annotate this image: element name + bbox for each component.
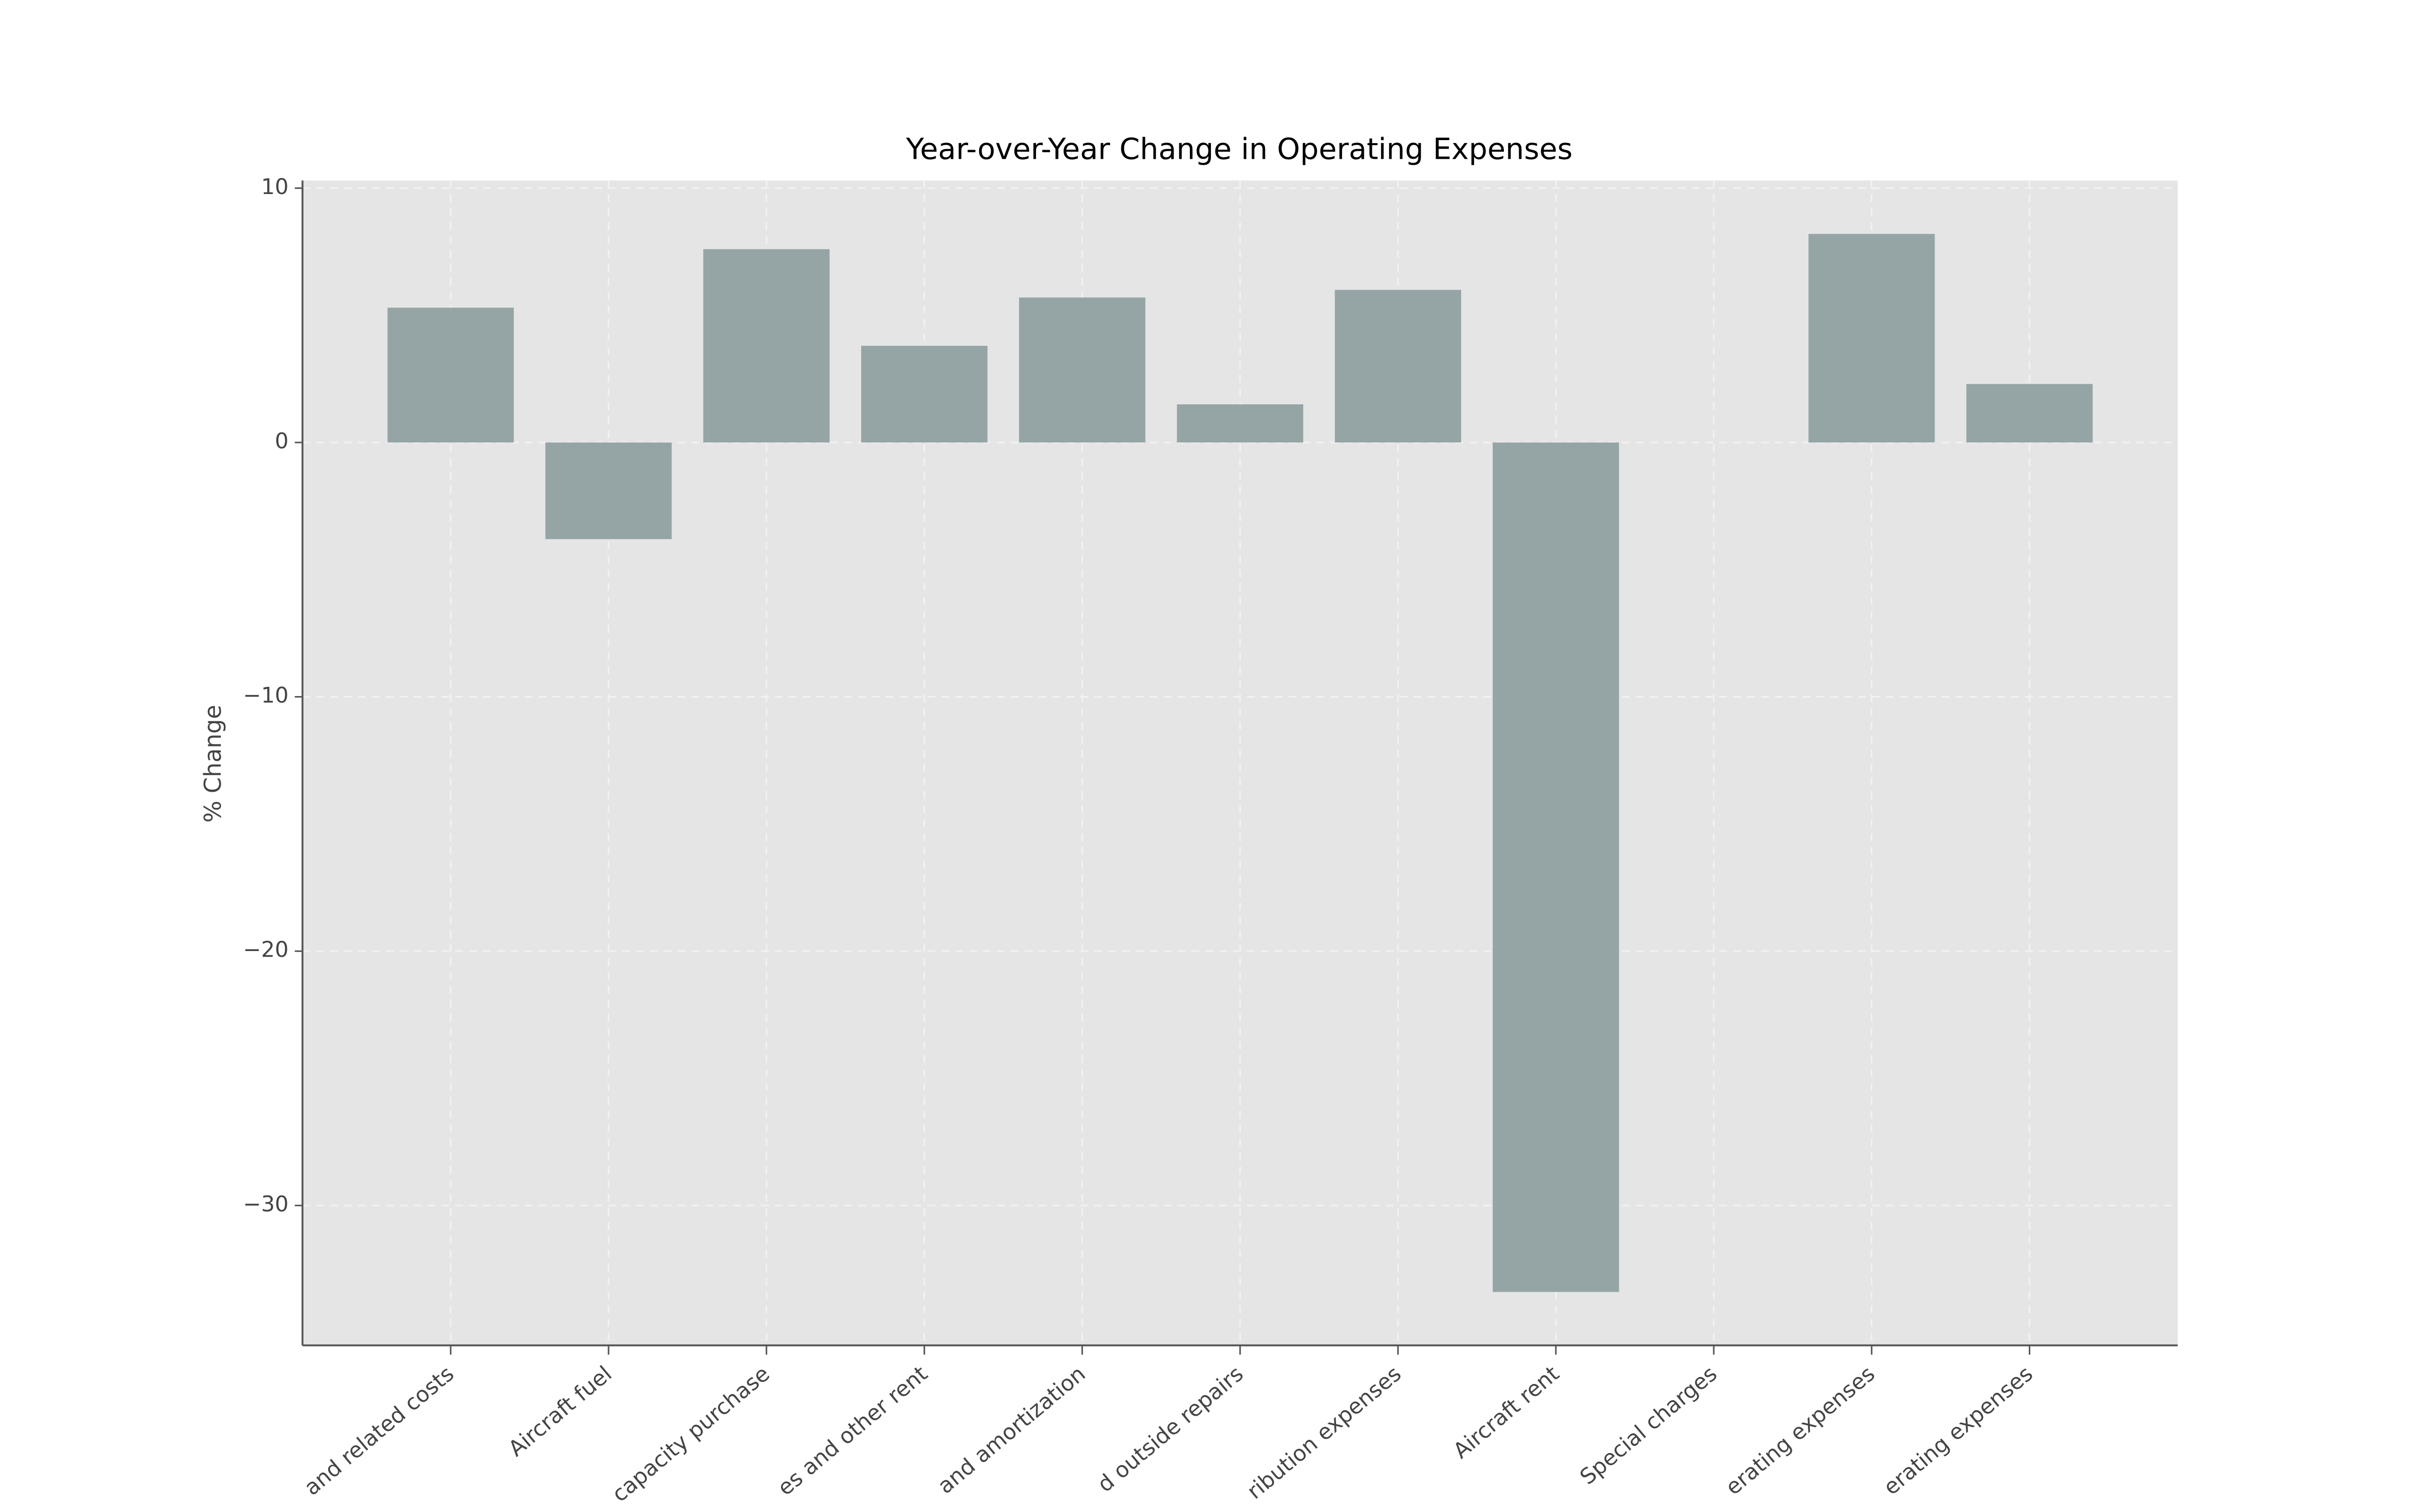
y-tick-label: 0 [275, 428, 288, 454]
bar [1019, 297, 1145, 443]
bar [861, 346, 988, 443]
x-tick-label: Aircraft fuel [504, 1361, 617, 1462]
y-axis-label: % Change [199, 705, 226, 823]
x-tick-label: Special charges [1576, 1361, 1722, 1490]
x-tick-label: and amortization [933, 1361, 1091, 1499]
bar [545, 442, 672, 539]
y-tick-label: 10 [261, 174, 289, 200]
bar [387, 307, 514, 443]
bar [1966, 384, 2093, 443]
x-tick-label: erating expenses [1879, 1361, 2038, 1500]
bar [1492, 442, 1619, 1292]
x-tick-label: es and other rent [773, 1361, 933, 1501]
x-tick-label: capacity purchase [608, 1361, 775, 1507]
y-tick-label: −10 [243, 683, 288, 708]
chart-title: Year-over-Year Change in Operating Expen… [905, 132, 1572, 166]
bar [1335, 290, 1462, 443]
x-tick-label: erating expenses [1721, 1361, 1880, 1500]
x-tick-label: d outside repairs [1093, 1361, 1248, 1497]
bar [1177, 404, 1303, 443]
y-tick-label: −30 [243, 1191, 288, 1217]
x-tick-label: and related costs [299, 1361, 459, 1501]
bar [1808, 234, 1935, 443]
bar [703, 249, 830, 443]
x-tick-label: ribution expenses [1242, 1361, 1406, 1504]
x-tick-label: Aircraft rent [1448, 1361, 1564, 1464]
y-tick-label: −20 [243, 937, 288, 963]
